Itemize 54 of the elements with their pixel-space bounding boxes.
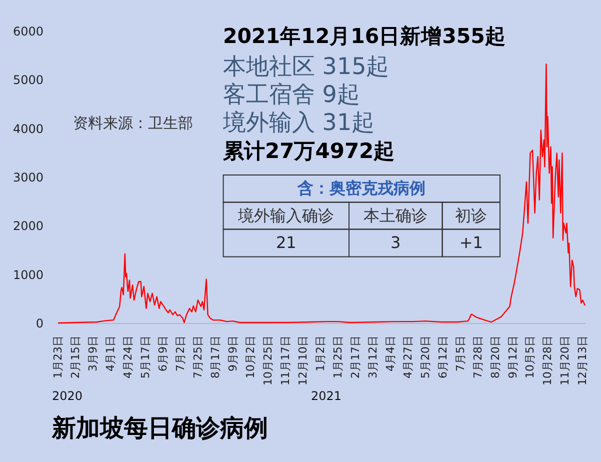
x-tick-label: 7月25日	[191, 336, 204, 378]
annotation: 累计27万4972起	[222, 139, 395, 163]
annotation: 资料来源：卫生部	[73, 114, 193, 132]
x-tick-label: 7月5日	[454, 336, 467, 372]
x-tick-label: 10月5日	[524, 336, 537, 378]
x-tick-label: 12月13日	[576, 336, 590, 386]
y-tick-label: 2000	[12, 219, 44, 234]
y-tick-label: 3000	[12, 170, 44, 184]
x-tick-label: 5月17日	[138, 336, 152, 378]
x-tick-label: 8月20日	[488, 336, 502, 378]
y-tick-label: 5000	[12, 73, 44, 88]
text: 新加坡每日确诊病例	[51, 414, 268, 442]
x-tick-label: 4月4日	[384, 336, 397, 372]
annotation: 本地社区 315起	[223, 54, 390, 80]
x-tick-label: 7月2日	[174, 336, 187, 372]
annotation: 3	[390, 233, 401, 252]
text: 2021	[311, 389, 342, 403]
x-tick-label: 4月27日	[401, 336, 414, 378]
x-tick-label: 9月12日	[506, 336, 520, 378]
text: 2020	[52, 389, 83, 403]
x-tick-label: 4月1日	[104, 336, 117, 372]
x-tick-label: 10月2日	[244, 336, 257, 378]
x-tick-label: 1月25日	[331, 336, 344, 378]
x-tick-label: 4月24日	[121, 336, 134, 378]
x-tick-label: 3月12日	[366, 336, 380, 378]
x-tick-label: 2月15日	[68, 336, 82, 378]
x-tick-label: 8月17日	[208, 336, 222, 378]
y-tick-label: 6000	[12, 24, 44, 38]
x-tick-label: 12月10日	[296, 336, 310, 386]
x-tick-label: 5月20日	[418, 336, 432, 378]
x-tick-label: 11月17日	[278, 336, 292, 386]
annotation: 2021年12月16日新增355起	[223, 24, 506, 48]
y-tick-label: 1000	[12, 268, 44, 282]
x-tick-label: 6月9日	[156, 336, 170, 372]
annotation: 21	[276, 233, 296, 252]
annotation: 含：奥密克戎病例	[296, 178, 426, 198]
x-tick-label: 11月20日	[558, 336, 572, 386]
x-tick-label: 2月17日	[348, 336, 362, 378]
annotation: 初诊	[455, 206, 488, 225]
annotation: 境外输入 31起	[222, 110, 375, 136]
x-tick-label: 1月23日	[52, 336, 64, 378]
x-tick-label: 10月25日	[261, 336, 274, 386]
annotation: 境外输入确诊	[237, 206, 334, 225]
x-tick-label: 7月28日	[471, 336, 484, 378]
x-tick-label: 10月28日	[541, 336, 554, 386]
annotation: 客工宿舍 9起	[223, 82, 360, 108]
x-tick-label: 1月2日	[314, 336, 327, 372]
x-tick-label: 6月12日	[436, 336, 450, 378]
y-tick-label: 0	[36, 316, 44, 330]
x-tick-label: 3月9日	[86, 336, 100, 372]
annotation: 本土确诊	[364, 206, 428, 225]
y-tick-label: 4000	[12, 122, 44, 136]
x-tick-label: 9月9日	[226, 336, 240, 372]
annotation: +1	[459, 233, 483, 252]
